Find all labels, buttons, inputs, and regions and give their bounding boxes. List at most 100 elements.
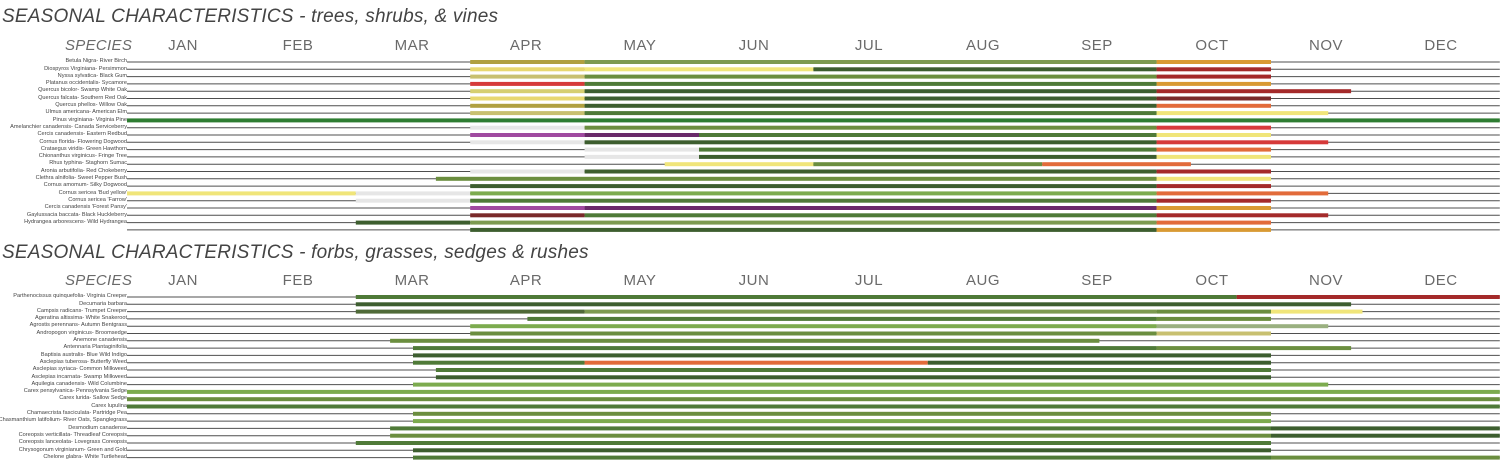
month-label: JUL [854, 37, 884, 54]
season-bar [584, 96, 1157, 101]
season-bar [127, 397, 1500, 402]
month-label: MAY [623, 37, 657, 54]
species-label: Chamaecrista fasciculata- Partridge Pea [26, 410, 127, 416]
species-label: Pinus virginiana- Virginia Pine [52, 116, 127, 123]
month-label: JUN [738, 37, 770, 54]
season-bar [584, 81, 1157, 86]
species-label: Coreopsis lanceolata- Lovegrass Coreopsi… [18, 439, 127, 446]
season-bar [470, 74, 585, 79]
season-bar [1156, 346, 1352, 351]
season-bar [355, 198, 471, 203]
season-bar [1156, 89, 1352, 94]
season-bar [699, 147, 1157, 152]
species-label: Desmodium canadense [68, 424, 127, 431]
species-label: Cercis canadensis- Eastern Redbud [37, 131, 127, 138]
season-bar [127, 389, 1500, 394]
species-label: Asclepias incarnata- Swamp Milkweed [31, 373, 127, 380]
season-bar [584, 360, 928, 365]
species-label: Baptisia australis- Blue Wild Indigo [40, 351, 127, 358]
season-bar [390, 338, 1100, 343]
season-bar [1156, 176, 1271, 181]
season-bar [1156, 198, 1271, 203]
season-bar [584, 67, 814, 72]
season-bar [413, 382, 1329, 387]
season-bar [470, 169, 585, 174]
season-bar [413, 455, 1271, 460]
season-bar [584, 111, 1157, 116]
species-label: Betula Nigra- River Birch [65, 58, 127, 65]
season-bar [1156, 103, 1271, 108]
month-label: AUG [965, 37, 1000, 54]
season-bar [584, 133, 699, 137]
species-label: Chionanthus virginicus- Fringe Tree [38, 153, 127, 160]
chart-title-trees: SEASONAL CHARACTERISTICS - trees, shrubs… [2, 6, 499, 27]
season-bar [435, 368, 1271, 372]
season-bar [1156, 81, 1271, 86]
species-label: Chasmanthium latifolium- River Oats, Spa… [0, 417, 127, 424]
chart-title-forbs: SEASONAL CHARACTERISTICS - forbs, grasse… [2, 242, 589, 263]
species-header-trees: SPECIES [65, 37, 133, 54]
season-bar [413, 353, 1271, 358]
month-label: DEC [1424, 272, 1458, 289]
season-bar [1156, 206, 1271, 210]
season-bar [127, 118, 1500, 123]
season-bar [355, 191, 471, 196]
season-bar [390, 433, 1272, 438]
season-bar [1156, 147, 1271, 152]
season-bar [1156, 213, 1329, 218]
species-label: Quercus phellos- Willow Oak [55, 102, 127, 108]
month-label: OCT [1195, 37, 1229, 54]
species-label: Platanus occidentalis- Sycamore [45, 80, 127, 87]
species-label: Amelanchier canadensis- Canada Servicebe… [10, 123, 127, 130]
month-label: NOV [1308, 37, 1343, 54]
month-label: DEC [1424, 37, 1458, 54]
season-bar [413, 360, 585, 365]
season-bar [355, 441, 1271, 445]
season-bar [1156, 184, 1271, 189]
season-bar [1156, 324, 1329, 329]
season-bar [813, 162, 1043, 167]
species-label: Aquilegia canadensis- Wild Columbine [31, 380, 127, 387]
season-bar [413, 448, 1271, 453]
season-bar [355, 295, 1237, 299]
species-label: Ulmus americana- American Elm [45, 109, 127, 116]
season-bar [470, 331, 1157, 336]
month-label: JUN [738, 272, 770, 289]
species-label: Decumaria barbara [79, 300, 127, 307]
species-label: Carex pensylvanica- Pennsylvania Sedge [23, 388, 127, 395]
month-label: JAN [168, 272, 198, 289]
season-bar [584, 140, 1157, 145]
season-bar [584, 213, 1157, 218]
month-label: NOV [1308, 272, 1343, 289]
season-bar [1156, 191, 1329, 196]
season-bar [355, 220, 471, 225]
season-bar [1271, 302, 1352, 307]
season-bar [390, 426, 1272, 431]
month-label: JAN [168, 37, 198, 54]
season-bar [1156, 154, 1271, 159]
species-label: Aronia arbutifolia- Red Chokeberry [40, 167, 127, 174]
species-label: Cornus amomum- Silky Dogwood [43, 182, 127, 189]
season-bar [127, 404, 1500, 409]
month-label: APR [509, 37, 543, 54]
season-bar [527, 316, 1157, 321]
species-label: Ageratina altissima- White Snakeroot [34, 315, 127, 322]
season-bar [1156, 220, 1271, 225]
month-label: SEP [1081, 37, 1113, 54]
species-label: Rhus typhina- Staghorn Sumac [49, 160, 127, 167]
season-bar [584, 309, 1157, 314]
species-label: Cercis canadensis 'Forest Pansy' [44, 204, 127, 211]
species-label: Diospyros Virginiana- Persimmon [44, 65, 127, 72]
species-label: Nyssa sylvatica- Black Gum [57, 72, 127, 79]
season-bar [1156, 133, 1271, 137]
month-label: MAY [623, 272, 657, 289]
season-bar [1156, 140, 1329, 145]
season-bar [1156, 316, 1271, 321]
species-label: Carex lurida- Sallow Sedge [59, 395, 127, 402]
season-bar [1271, 455, 1500, 460]
season-bar [1236, 295, 1500, 299]
species-label: Chelone glabra- White Turtlehead [43, 453, 127, 460]
species-label: Carex lupulina [91, 402, 127, 409]
season-bar [1156, 331, 1271, 336]
season-bar [355, 302, 1271, 307]
